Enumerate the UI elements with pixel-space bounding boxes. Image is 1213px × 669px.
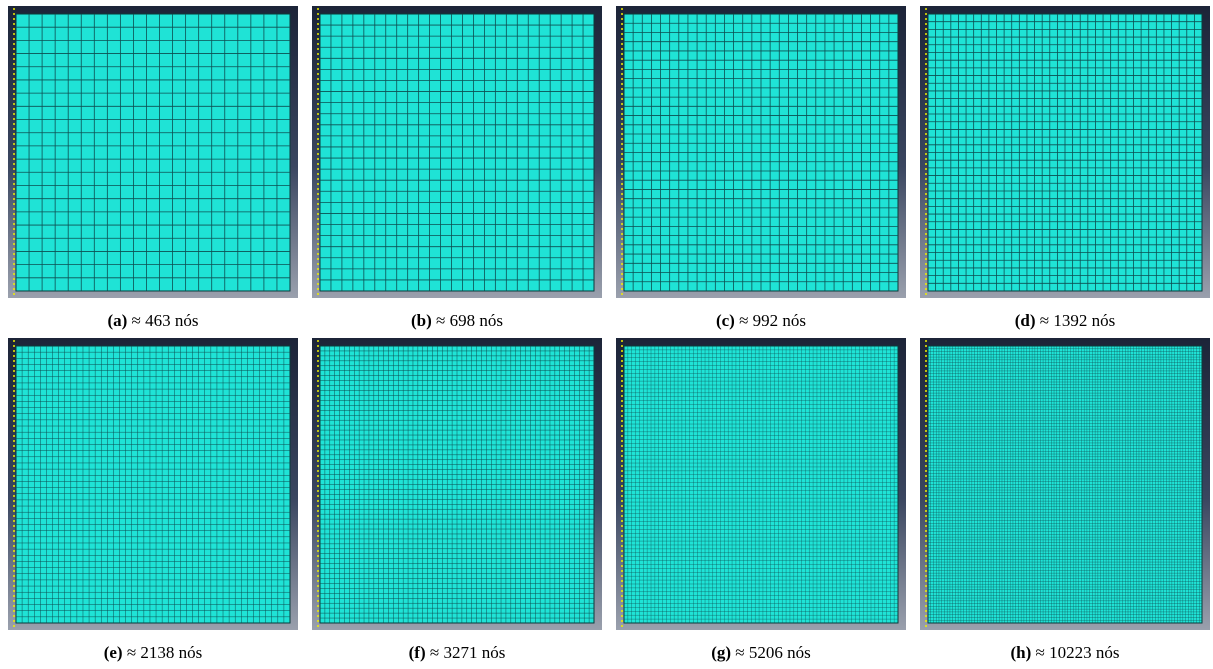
node-count: 1392 [1053,311,1087,330]
panel-label: (b) [411,311,432,330]
caption: (b) ≈ 698 nós [411,311,503,330]
caption: (h) ≈ 10223 nós [1011,643,1120,662]
approx-symbol: ≈ [430,643,439,662]
approx-symbol: ≈ [735,643,744,662]
approx-symbol: ≈ [127,643,136,662]
node-unit: nós [1092,311,1116,330]
caption: (d) ≈ 1392 nós [1015,311,1116,330]
mesh-panel [920,6,1210,298]
approx-symbol: ≈ [132,311,141,330]
panel-label: (h) [1011,643,1032,662]
approx-symbol: ≈ [739,311,748,330]
node-unit: nós [482,643,506,662]
node-unit: nós [175,311,199,330]
approx-symbol: ≈ [1040,311,1049,330]
caption: (e) ≈ 2138 nós [104,643,203,662]
node-count: 698 [450,311,476,330]
mesh-panel [616,6,906,298]
mesh [16,14,290,291]
mesh-panel [312,6,602,298]
mesh-panel [616,338,906,630]
panel-label: (a) [107,311,127,330]
node-count: 3271 [443,643,477,662]
panel-label: (f) [409,643,426,662]
mesh [320,14,594,291]
node-count: 2138 [140,643,174,662]
caption: (g) ≈ 5206 nós [711,643,811,662]
figure: (a) ≈ 463 nós(b) ≈ 698 nós(c) ≈ 992 nós(… [0,0,1213,664]
node-unit: nós [479,311,503,330]
node-count: 463 [145,311,171,330]
node-count: 10223 [1049,643,1092,662]
panel-label: (d) [1015,311,1036,330]
approx-symbol: ≈ [436,311,445,330]
mesh-panel [8,338,298,630]
mesh-panel [312,338,602,630]
mesh [624,346,898,623]
mesh [16,346,290,623]
panel-label: (c) [716,311,735,330]
node-count: 992 [753,311,779,330]
node-count: 5206 [749,643,783,662]
node-unit: nós [1096,643,1120,662]
node-unit: nós [179,643,203,662]
caption: (a) ≈ 463 nós [107,311,198,330]
mesh-panel [920,338,1210,630]
caption: (c) ≈ 992 nós [716,311,806,330]
caption: (f) ≈ 3271 nós [409,643,506,662]
node-unit: nós [782,311,806,330]
node-unit: nós [787,643,811,662]
panel-label: (g) [711,643,731,662]
approx-symbol: ≈ [1036,643,1045,662]
panel-label: (e) [104,643,123,662]
mesh-panel [8,6,298,298]
